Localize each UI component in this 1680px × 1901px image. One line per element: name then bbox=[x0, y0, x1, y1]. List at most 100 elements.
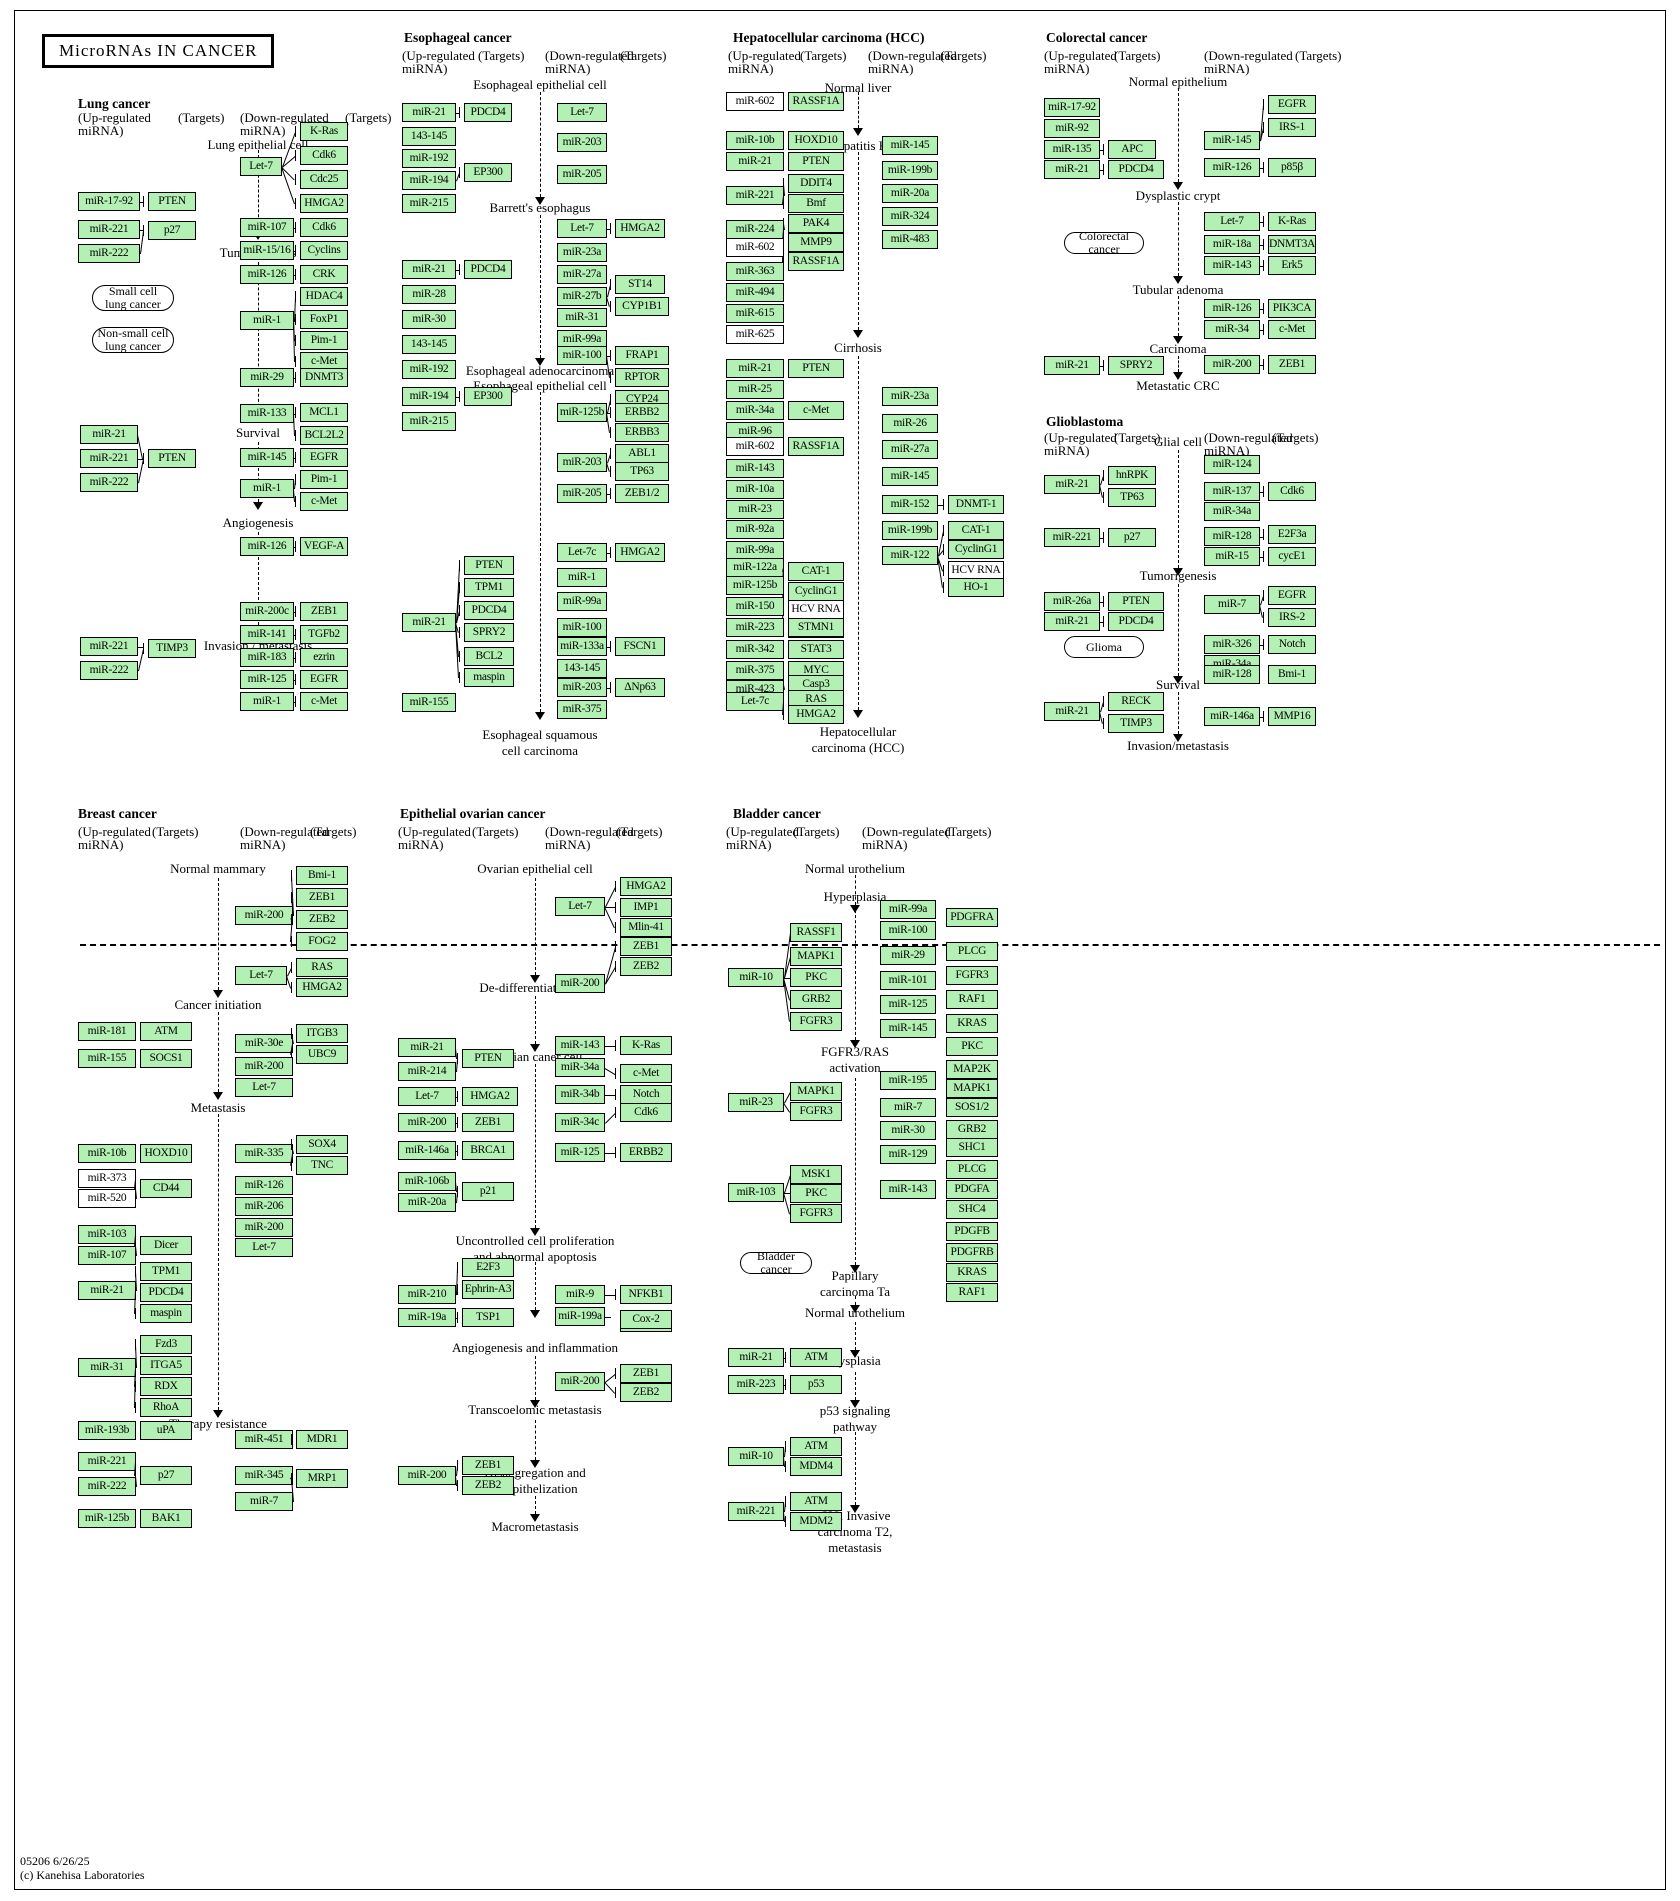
target-node[interactable]: MDR1 bbox=[296, 1430, 348, 1449]
target-node[interactable]: PDCD4 bbox=[464, 601, 514, 620]
mirna-node[interactable]: miR-326 bbox=[1204, 635, 1260, 654]
target-node[interactable]: HO-1 bbox=[948, 578, 1004, 597]
mirna-node[interactable]: miR-7 bbox=[1204, 595, 1260, 614]
target-node[interactable]: HMGA2 bbox=[300, 194, 348, 213]
mirna-node[interactable]: miR-21 bbox=[726, 152, 784, 171]
target-node[interactable]: Cyclins bbox=[300, 241, 348, 260]
mirna-node[interactable]: miR-19a bbox=[398, 1308, 456, 1327]
mirna-node[interactable]: miR-20a bbox=[882, 184, 938, 203]
target-node[interactable]: p53 bbox=[790, 1375, 842, 1394]
mirna-node[interactable]: miR-23 bbox=[728, 1093, 784, 1112]
mirna-node[interactable]: miR-200 bbox=[235, 1057, 293, 1076]
mirna-node[interactable]: miR-195 bbox=[880, 1071, 936, 1090]
target-node[interactable]: Cdk6 bbox=[300, 218, 348, 237]
target-node[interactable]: PLCG bbox=[946, 1160, 998, 1179]
target-node[interactable]: TNC bbox=[296, 1156, 348, 1175]
target-node[interactable]: HMGA2 bbox=[615, 543, 665, 562]
target-node[interactable]: HOXD10 bbox=[140, 1144, 192, 1163]
target-node[interactable]: PAK4 bbox=[788, 214, 844, 233]
target-node[interactable]: IMP1 bbox=[620, 898, 672, 917]
target-node[interactable]: PDGFRB bbox=[946, 1243, 998, 1262]
mirna-node[interactable]: miR-145 bbox=[1204, 131, 1260, 150]
mirna-node[interactable]: Let-7 bbox=[557, 219, 607, 238]
target-node[interactable]: PDGFRA bbox=[946, 908, 998, 927]
target-node[interactable]: STMN1 bbox=[788, 618, 844, 637]
target-node[interactable]: PDGFB bbox=[946, 1222, 998, 1241]
target-node[interactable]: GRB2 bbox=[946, 1120, 998, 1139]
target-node[interactable]: CYP1B1 bbox=[615, 297, 669, 316]
mirna-node[interactable]: miR-451 bbox=[235, 1430, 293, 1449]
target-node[interactable]: IRS-2 bbox=[1268, 608, 1316, 627]
mirna-node[interactable]: miR-34 bbox=[1204, 320, 1260, 339]
target-node[interactable]: ZEB1 bbox=[620, 937, 672, 956]
mirna-node[interactable]: miR-146a bbox=[1204, 707, 1260, 726]
mirna-node[interactable]: miR-21 bbox=[402, 613, 456, 632]
target-node[interactable]: HOXD10 bbox=[788, 131, 844, 150]
target-node[interactable]: ZEB2 bbox=[620, 957, 672, 976]
target-node[interactable]: ERBB2 bbox=[620, 1143, 672, 1162]
mirna-node[interactable]: miR-363 bbox=[726, 262, 784, 281]
mirna-node[interactable]: miR-192 bbox=[402, 149, 456, 168]
mirna-node[interactable]: miR-221 bbox=[728, 1502, 784, 1521]
target-node[interactable]: CD44 bbox=[140, 1179, 192, 1198]
mirna-node[interactable]: miR-7 bbox=[235, 1492, 293, 1511]
target-node[interactable]: TPM1 bbox=[464, 578, 514, 597]
mirna-node[interactable]: miR-106b bbox=[398, 1172, 456, 1191]
mirna-node[interactable]: miR-133a bbox=[557, 637, 607, 656]
target-node[interactable]: FSCN1 bbox=[615, 637, 665, 656]
mirna-node[interactable]: Let-7 bbox=[557, 103, 607, 122]
mirna-node[interactable]: miR-21 bbox=[78, 1281, 136, 1300]
target-node[interactable]: MDM4 bbox=[790, 1457, 842, 1476]
mirna-node[interactable]: miR-23a bbox=[882, 387, 938, 406]
target-node[interactable]: ATM bbox=[790, 1492, 842, 1511]
target-node[interactable]: BRCA1 bbox=[462, 1141, 514, 1160]
target-node[interactable]: Fzd3 bbox=[140, 1335, 192, 1354]
target-node[interactable]: ZEB1 bbox=[296, 888, 348, 907]
target-node[interactable]: UBC9 bbox=[296, 1045, 348, 1064]
mirna-node[interactable]: miR-21 bbox=[1044, 612, 1100, 631]
target-node[interactable]: Pim-1 bbox=[300, 470, 348, 489]
mirna-node[interactable]: miR-200 bbox=[398, 1113, 456, 1132]
target-node[interactable]: MSK1 bbox=[790, 1165, 842, 1184]
mirna-node[interactable]: miR-342 bbox=[726, 640, 784, 659]
mirna-node[interactable]: miR-222 bbox=[80, 661, 138, 680]
target-node[interactable]: CyclinG1 bbox=[788, 582, 844, 601]
mirna-node[interactable]: miR-199b bbox=[882, 161, 938, 180]
target-node[interactable]: K-Ras bbox=[1268, 212, 1316, 231]
target-node[interactable]: CAT-1 bbox=[948, 521, 1004, 540]
target-node[interactable]: SPRY2 bbox=[1108, 356, 1164, 375]
mirna-node[interactable]: miR-107 bbox=[78, 1246, 136, 1265]
mirna-node[interactable]: miR-122a bbox=[726, 558, 784, 577]
mirna-node[interactable]: miR-324 bbox=[882, 207, 938, 226]
target-node[interactable]: KRAS bbox=[946, 1263, 998, 1282]
mirna-node[interactable]: miR-375 bbox=[726, 661, 784, 680]
target-node[interactable]: TP63 bbox=[615, 462, 669, 481]
mirna-node[interactable]: miR-30 bbox=[402, 310, 456, 329]
mirna-node[interactable]: miR-223 bbox=[728, 1375, 784, 1394]
mirna-node[interactable]: miR-615 bbox=[726, 304, 784, 323]
mirna-node[interactable]: miR-183 bbox=[240, 648, 294, 667]
target-node[interactable]: TGFb2 bbox=[300, 625, 348, 644]
target-node[interactable]: KRAS bbox=[946, 1014, 998, 1033]
mirna-node[interactable]: miR-137 bbox=[1204, 482, 1260, 501]
target-node[interactable]: maspin bbox=[464, 668, 514, 687]
target-node[interactable]: MCL1 bbox=[300, 403, 348, 422]
mirna-node[interactable]: miR-143 bbox=[880, 1180, 936, 1199]
mirna-node[interactable]: miR-34a bbox=[1204, 502, 1260, 521]
target-node[interactable]: c-Met bbox=[300, 492, 348, 511]
mirna-node[interactable]: miR-133 bbox=[240, 404, 294, 423]
target-node[interactable]: ZEB2 bbox=[620, 1383, 672, 1402]
target-node[interactable]: Bmf bbox=[788, 194, 844, 213]
target-node[interactable]: HDAC4 bbox=[300, 287, 348, 306]
mirna-node[interactable]: miR-215 bbox=[402, 412, 456, 431]
mirna-node[interactable]: miR-181 bbox=[78, 1022, 136, 1041]
target-node[interactable]: K-Ras bbox=[620, 1036, 672, 1055]
mirna-node[interactable]: miR-125b bbox=[557, 403, 607, 422]
mirna-node[interactable]: miR-1 bbox=[557, 568, 607, 587]
target-node[interactable]: RASSF1A bbox=[788, 437, 844, 456]
mirna-node[interactable]: miR-27a bbox=[557, 265, 607, 284]
mirna-node[interactable]: miR-145 bbox=[882, 467, 938, 486]
mirna-node[interactable]: miR-30 bbox=[880, 1121, 936, 1140]
mirna-node[interactable]: miR-483 bbox=[882, 230, 938, 249]
target-node[interactable]: PDCD4 bbox=[1108, 612, 1164, 631]
